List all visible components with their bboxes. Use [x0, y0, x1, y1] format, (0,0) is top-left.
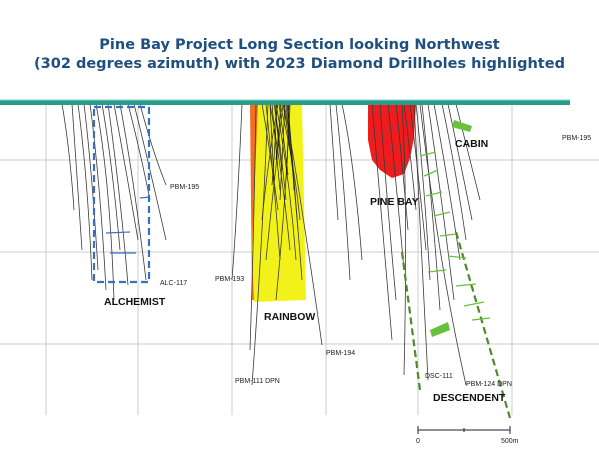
- highlighted-2023-holes: [419, 151, 491, 321]
- hole-label-pbm-193: PBM-193: [215, 276, 244, 283]
- descendent-highlight-block: [430, 322, 450, 337]
- descendent-outline: [400, 231, 512, 419]
- scale-start-label: 0: [416, 438, 420, 445]
- scale-bar: [417, 426, 511, 434]
- hole-label-pbm-195-right: PBM-195: [562, 135, 591, 142]
- scale-end-label: 500m: [501, 438, 519, 445]
- title-line-1: Pine Bay Project Long Section looking No…: [99, 37, 500, 53]
- hole-label-alc-117: ALC-117: [160, 280, 187, 287]
- zone-label-pine-bay: PINE BAY: [370, 196, 419, 208]
- rainbow-drillhole-cluster: [269, 103, 295, 201]
- title-line-2: (302 degrees azimuth) with 2023 Diamond …: [34, 56, 565, 72]
- zone-label-descendent: DESCENDENT: [433, 392, 506, 404]
- alchemist-outline: [92, 105, 151, 284]
- cabin-highlight-block: [452, 120, 472, 132]
- zone-label-rainbow: RAINBOW: [264, 311, 315, 323]
- zone-label-alchemist: ALCHEMIST: [104, 296, 166, 308]
- hole-label-pbm-194: PBM-194: [326, 350, 355, 357]
- hole-label-pbm-195-left: PBM-195: [170, 184, 199, 191]
- surface-line: [0, 100, 570, 105]
- zone-label-cabin: CABIN: [455, 138, 488, 150]
- diagram-title: Pine Bay Project Long Section looking No…: [0, 36, 599, 74]
- drillholes: [61, 103, 481, 386]
- hole-label-pbm-111: PBM-111 DPN: [235, 378, 280, 385]
- alchemist-highlights: [105, 196, 151, 254]
- hole-label-pbm-124: PBM-124 DPN: [466, 381, 512, 388]
- hole-label-dsc-111: DSC-111: [425, 373, 453, 380]
